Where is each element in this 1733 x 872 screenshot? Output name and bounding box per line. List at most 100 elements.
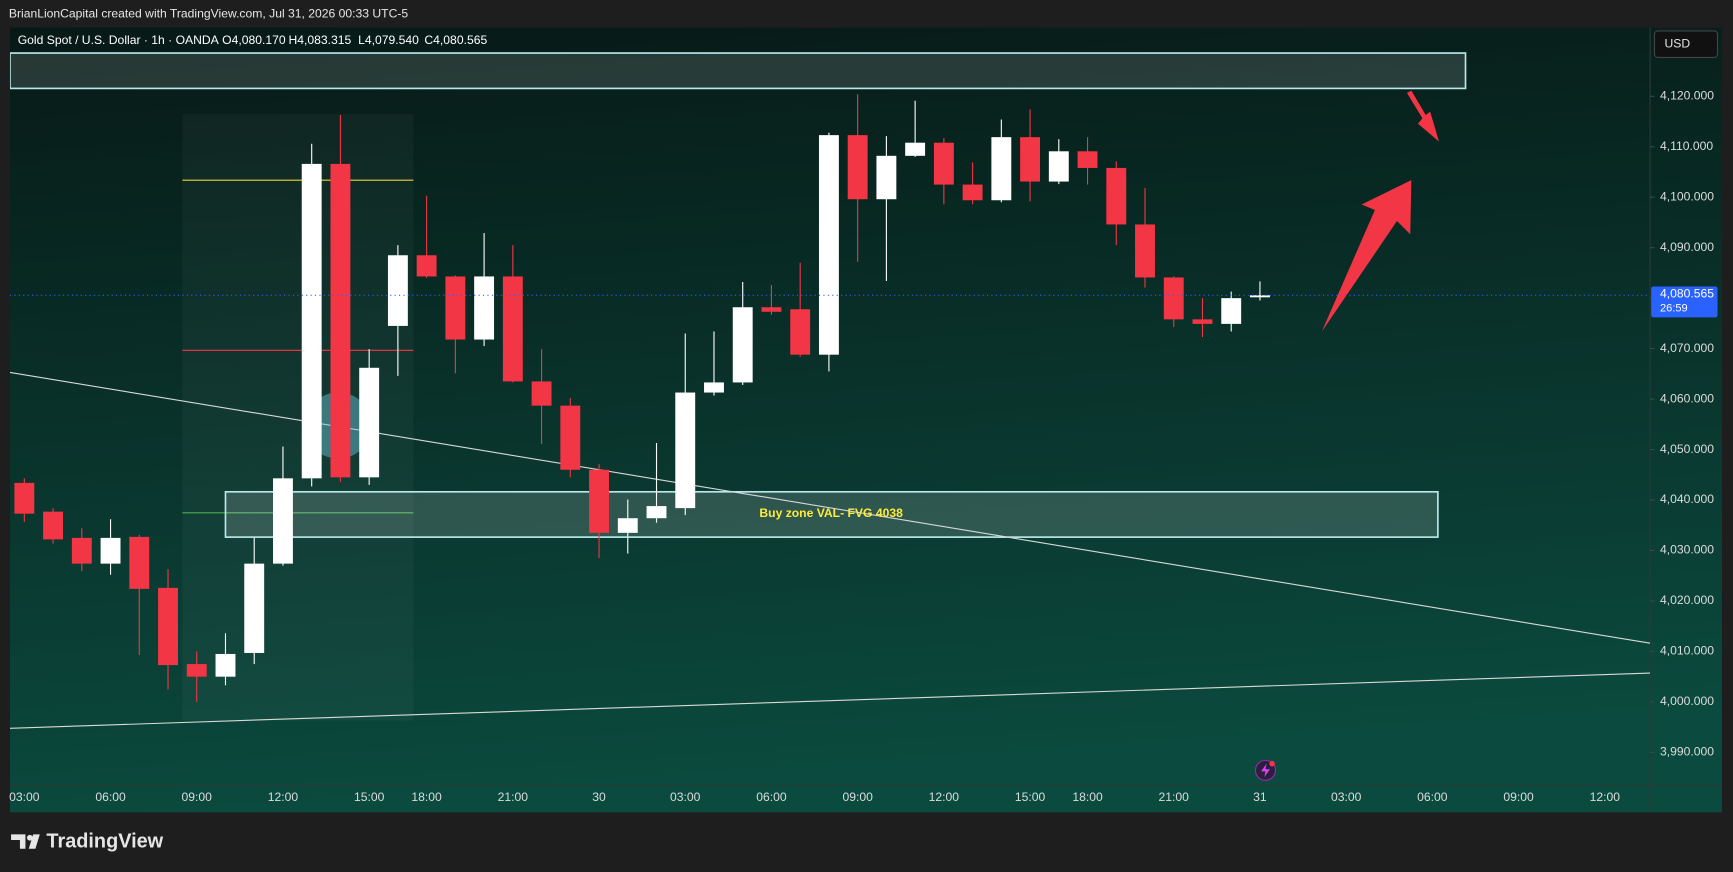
candle-body [790,309,811,355]
arrow-small [1406,90,1439,142]
x-tick-label: 21:00 [498,790,529,804]
candle-body [1250,295,1270,298]
x-tick-label: 09:00 [842,790,873,804]
trend-line [9,672,1651,729]
ohlc-open: O4,080.170 [222,33,286,47]
brand-logo[interactable]: TradingView [11,830,164,852]
symbol: Gold Spot / U.S. Dollar · 1h · OANDA [18,33,220,47]
candle-body [761,307,782,312]
logo-mark [26,834,33,841]
candle-body [100,537,121,564]
x-tick-label: 06:00 [95,790,126,804]
x-tick-label: 09:00 [182,790,213,804]
candle-body [675,392,696,509]
candle-body [732,307,753,383]
x-tick-label: 09:00 [1503,790,1534,804]
y-tick-label: 4,020.000 [1660,593,1714,607]
x-tick-label: 18:00 [411,790,442,804]
candle-body [244,563,265,653]
candle-body [14,482,35,514]
candles [14,94,1270,702]
candle-body [158,587,178,666]
candle-body [905,142,926,156]
logo-mark [28,834,40,849]
x-tick-label: 21:00 [1159,790,1190,804]
candle-body [617,518,638,533]
y-tick-label: 4,060.000 [1660,391,1714,405]
candle-body [991,137,1012,201]
candle-body [43,511,64,540]
candle-body [1106,167,1127,225]
candle-body [560,405,581,470]
x-tick-label: 12:00 [268,790,299,804]
x-tick-label: 15:00 [354,790,385,804]
y-tick-label: 4,000.000 [1660,694,1714,708]
candle-body [387,255,408,326]
candle-body [502,276,523,382]
x-tick-label: 06:00 [756,790,787,804]
candle-body [1135,224,1155,278]
candle-body [416,255,437,277]
x-tick-label: 31 [1253,790,1267,804]
x-tick-label: 03:00 [670,790,701,804]
arrow-up [1321,180,1412,332]
candle-body [186,664,207,677]
candle-body [646,506,667,519]
x-tick-label: 18:00 [1072,790,1103,804]
alert-icon-bolt [1261,763,1270,777]
last-price-label: 4,080.565 [1660,286,1714,300]
annotation: Buy zone VAL- FVG 4038 [759,506,903,520]
candle-body [1020,137,1041,182]
candle-body [1077,151,1098,168]
x-tick-label: 12:00 [1590,790,1621,804]
candle-body [1048,151,1069,182]
currency-button[interactable] [1653,30,1719,59]
ohlc-high: H4,083.315 [288,33,351,47]
candle-body [589,469,609,533]
candle-body [359,367,380,478]
plot-area: Buy zone VAL- FVG 4038 [9,52,1651,729]
y-tick-label: 4,010.000 [1660,644,1714,658]
candle-body [129,536,150,589]
candle-body [962,184,983,201]
logo-mark [11,834,26,849]
y-tick-label: 4,070.000 [1660,341,1714,355]
candle-body [1192,319,1213,324]
candle-body [531,381,552,406]
y-tick-label: 4,090.000 [1660,240,1714,254]
trend-line [9,371,1651,644]
x-tick-label: 15:00 [1015,790,1046,804]
ohlc-low: L4,079.540 [358,33,419,47]
y-tick-label: 4,120.000 [1660,88,1714,102]
candle-body [474,276,495,340]
countdown: 26:59 [1660,302,1688,314]
currency[interactable]: USD [1664,36,1690,50]
y-tick-label: 3,990.000 [1660,745,1714,759]
candle-body [876,155,897,200]
candle-body [1221,298,1242,324]
y-tick-label: 4,110.000 [1660,139,1713,153]
alert-dot [1269,760,1275,767]
ohlc-close: C4,080.565 [424,33,487,47]
candle-body [933,142,954,185]
candle-body [445,276,466,340]
resistance-zone [9,52,1467,90]
buy-zone [224,490,1439,538]
candle-body [330,163,351,478]
x-tick-label: 12:00 [929,790,960,804]
last-price-badge [1651,286,1718,318]
y-tick-label: 4,050.000 [1660,442,1714,456]
candle-body [847,135,868,200]
y-tick-label: 4,100.000 [1660,189,1714,203]
candle-body [301,163,322,479]
candle-body [818,135,839,355]
candle-body [215,653,236,677]
x-tick-label: 06:00 [1417,790,1448,804]
candle-body [71,537,92,564]
x-tick-label: 03:00 [9,790,40,804]
candle-body [704,382,724,393]
candle-body [1163,277,1184,320]
x-tick-label: 30 [592,790,606,804]
candle-body [273,478,293,564]
